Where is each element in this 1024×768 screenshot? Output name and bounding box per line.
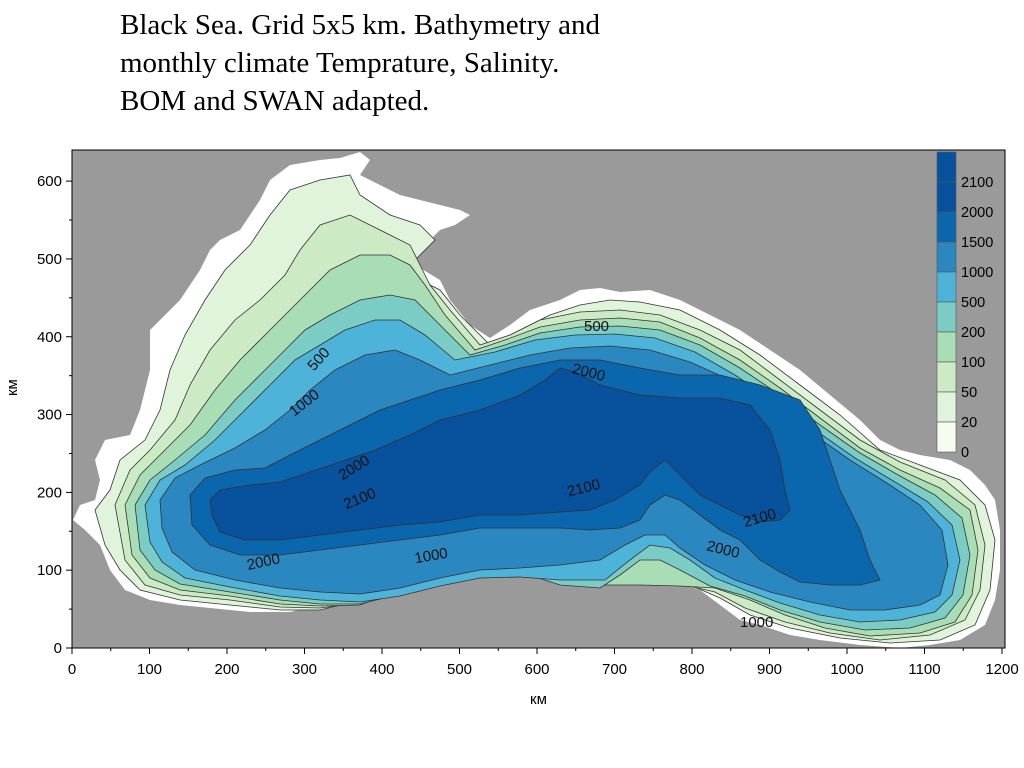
legend-label: 100 (961, 355, 985, 371)
contour-label-2000-sw: 2000 (245, 550, 281, 574)
legend-swatch (936, 331, 957, 363)
legend-label: 50 (961, 385, 977, 401)
title-line-1: Black Sea. Grid 5x5 km. Bathymetry and (120, 9, 601, 41)
x-tick-label: 200 (214, 661, 239, 678)
legend-swatch (936, 241, 957, 273)
legend-swatch (936, 211, 957, 243)
page-title: Black Sea. Grid 5x5 km. Bathymetry and m… (120, 6, 740, 120)
legend-swatch (936, 181, 957, 213)
x-tick-label: 900 (757, 661, 782, 678)
x-tick-label: 800 (679, 661, 704, 678)
title-line-2: monthly climate Temprature, Salinity. (120, 47, 560, 79)
legend-swatch (936, 391, 957, 423)
x-tick-label: 100 (137, 661, 162, 678)
x-tick-label: 700 (602, 661, 627, 678)
legend-swatch (936, 151, 957, 183)
legend-label: 1500 (961, 235, 993, 251)
x-tick-label: 0 (68, 661, 76, 678)
y-axis: 0 100 200 300 400 500 600 (37, 173, 72, 657)
legend-label: 200 (961, 325, 985, 341)
legend-swatch (936, 421, 957, 453)
legend-label: 0 (961, 445, 969, 461)
contour-label-1000-se: 1000 (740, 614, 773, 631)
zone-2000 (209, 367, 791, 541)
y-axis-label: км (4, 379, 21, 396)
x-tick-label: 400 (369, 661, 394, 678)
y-tick-label: 300 (37, 407, 62, 424)
y-tick-label: 200 (37, 484, 62, 501)
legend-swatch (936, 271, 957, 303)
legend-label: 2100 (961, 175, 993, 191)
x-tick-label: 600 (524, 661, 549, 678)
x-tick-label: 1100 (908, 661, 940, 678)
contour-label-500-north: 500 (584, 318, 609, 335)
y-tick-label: 100 (37, 562, 62, 579)
x-axis: 0 100 200 300 400 500 600 700 800 900 1000 1100 1200 (68, 648, 1019, 678)
legend-label: 20 (961, 415, 977, 431)
contour-label-1000-south: 1000 (413, 545, 449, 568)
x-tick-label: 1200 (985, 661, 1018, 678)
y-tick-label: 0 (54, 640, 62, 657)
legend-swatch (936, 361, 957, 393)
y-tick-label: 400 (37, 329, 62, 346)
y-tick-label: 600 (37, 173, 62, 190)
x-tick-label: 300 (292, 661, 317, 678)
legend-label: 500 (961, 295, 985, 311)
legend-label: 1000 (961, 265, 993, 281)
legend-label: 2000 (961, 205, 993, 221)
plot-frame (71, 149, 1006, 649)
title-line-3: BOM and SWAN adapted. (120, 85, 430, 117)
bathymetry-map: 500 1000 2000 2100 500 2000 2000 2100 21… (4, 149, 1019, 708)
x-axis-label: км (530, 691, 547, 708)
y-tick-label: 500 (37, 251, 62, 268)
x-tick-label: 1000 (830, 661, 863, 678)
legend-swatch (936, 301, 957, 333)
x-tick-label: 500 (447, 661, 472, 678)
